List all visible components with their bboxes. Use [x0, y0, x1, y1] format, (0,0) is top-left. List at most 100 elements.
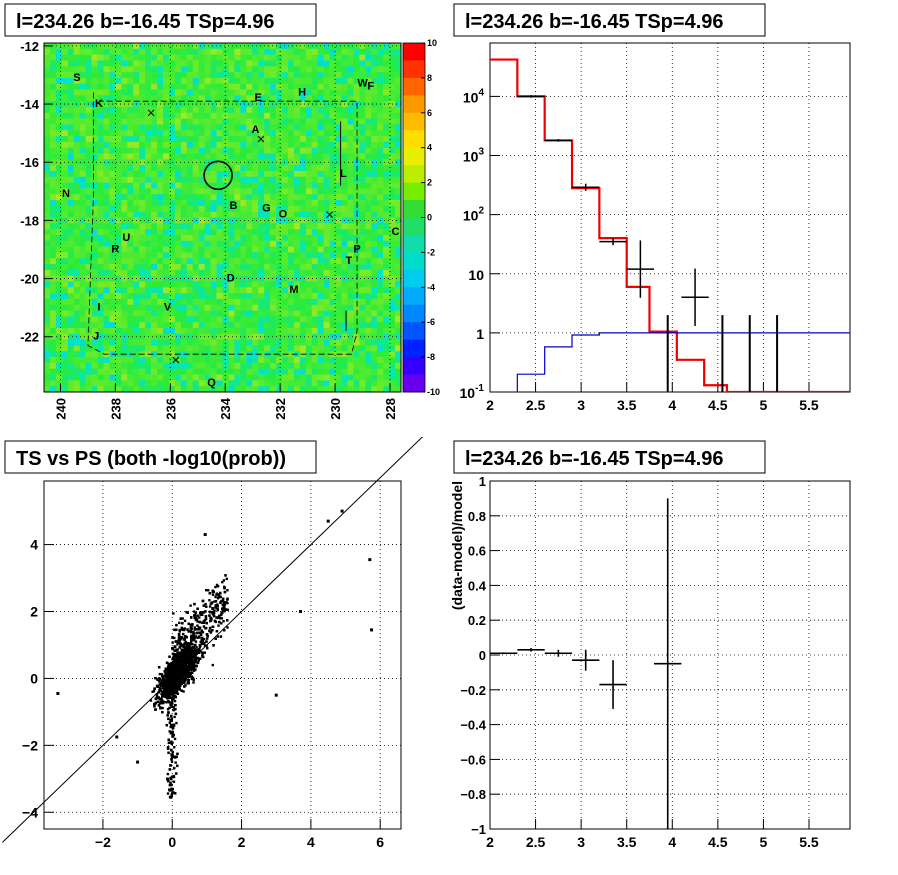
heatmap-cell	[365, 322, 372, 329]
heatmap-cell	[264, 380, 271, 387]
heatmap-cell	[311, 333, 318, 340]
heatmap-cell	[347, 112, 354, 119]
heatmap-cell	[198, 118, 205, 125]
heatmap-cell	[145, 170, 152, 178]
heatmap-cell	[323, 211, 330, 218]
heatmap-cell	[121, 188, 128, 195]
heatmap-cell	[347, 386, 354, 393]
heatmap-cell	[377, 252, 384, 259]
heatmap-cell	[97, 170, 104, 178]
heatmap-cell	[216, 48, 223, 55]
colorbar-band	[403, 165, 425, 183]
heatmap-cell	[395, 200, 402, 207]
heatmap-cell	[258, 269, 265, 276]
heatmap-cell	[282, 72, 289, 79]
heatmap-cell	[305, 112, 313, 119]
heatmap-cell	[383, 48, 390, 55]
heatmap-cell	[97, 205, 104, 212]
heatmap-cell	[85, 240, 92, 247]
heatmap-cell	[73, 339, 80, 346]
heatmap-cell	[115, 118, 122, 125]
heatmap-cell	[115, 200, 122, 207]
heatmap-cell	[73, 246, 80, 253]
heatmap-cell	[353, 316, 360, 323]
heatmap-cell	[61, 223, 69, 230]
heatmap-cell	[252, 106, 259, 114]
heatmap-cell	[49, 310, 57, 317]
heatmap-cell	[276, 211, 283, 218]
heatmap-cell	[293, 345, 301, 352]
heatmap-cell	[168, 147, 176, 154]
heatmap-cell	[282, 223, 289, 230]
heatmap-cell	[228, 339, 235, 346]
heatmap-cell	[168, 386, 176, 393]
heatmap-cell	[121, 252, 128, 259]
heatmap-cell	[359, 217, 366, 224]
heatmap-cell	[395, 153, 402, 160]
heatmap-cell	[353, 141, 360, 148]
heatmap-cell	[222, 66, 229, 73]
heatmap-cell	[371, 89, 378, 96]
heatmap-cell	[389, 293, 396, 300]
heatmap-cell	[97, 188, 104, 195]
heatmap-cell	[395, 351, 402, 358]
x-tick-label: −2	[95, 834, 111, 850]
heatmap-cell	[276, 153, 283, 160]
heatmap-cell	[287, 182, 295, 189]
heatmap-cell	[67, 298, 75, 306]
heatmap-cell	[329, 252, 336, 259]
heatmap-cell	[347, 176, 354, 183]
heatmap-cell	[389, 246, 396, 253]
heatmap-cell	[276, 252, 283, 259]
heatmap-cell	[157, 48, 164, 55]
heatmap-cell	[258, 310, 265, 317]
heatmap-cell	[49, 386, 57, 393]
heatmap-cell	[234, 374, 241, 381]
heatmap-cell	[329, 357, 336, 364]
heatmap-cell	[79, 281, 86, 288]
heatmap-cell	[192, 48, 199, 55]
heatmap-cell	[299, 252, 307, 259]
heatmap-cell	[299, 101, 307, 108]
heatmap-cell	[115, 147, 122, 154]
heatmap-cell	[270, 130, 277, 137]
heatmap-cell	[335, 374, 342, 381]
heatmap-cell	[151, 252, 158, 259]
heatmap-cell	[163, 95, 170, 102]
heatmap-cell	[240, 304, 247, 311]
heatmap-cell	[246, 281, 253, 288]
scatter-point	[166, 792, 170, 795]
heatmap-cell	[252, 194, 259, 201]
heatmap-cell	[234, 246, 241, 253]
heatmap-cell	[234, 95, 241, 102]
heatmap-cell	[389, 130, 396, 137]
heatmap-cell	[258, 141, 265, 148]
heatmap-cell	[371, 223, 378, 230]
heatmap-cell	[91, 170, 98, 178]
heatmap-cell	[145, 48, 152, 55]
heatmap-cell	[353, 287, 360, 294]
scatter-point	[226, 626, 229, 629]
heatmap-cell	[133, 351, 140, 358]
heatmap-cell	[317, 153, 324, 160]
scatter-point	[201, 652, 204, 656]
heatmap-cell	[353, 153, 360, 160]
heatmap-cell	[97, 165, 104, 172]
heatmap-cell	[365, 211, 372, 218]
heatmap-cell	[389, 165, 396, 172]
heatmap-cell	[317, 60, 324, 67]
heatmap-cell	[198, 211, 205, 218]
heatmap-cell	[329, 223, 336, 230]
heatmap-cell	[127, 362, 134, 370]
heatmap-cell	[91, 141, 98, 148]
heatmap-cell	[353, 293, 360, 300]
skymap-title: l=234.26 b=-16.45 TSp=4.96	[16, 11, 275, 33]
spectrum-title-box	[453, 3, 766, 37]
heatmap-cell	[103, 328, 110, 335]
heatmap-cell	[222, 101, 229, 108]
heatmap-cell	[85, 368, 92, 375]
scatter-point	[178, 628, 181, 632]
heatmap-cell	[103, 229, 110, 236]
heatmap-cell	[222, 374, 229, 381]
heatmap-cell	[145, 72, 152, 79]
